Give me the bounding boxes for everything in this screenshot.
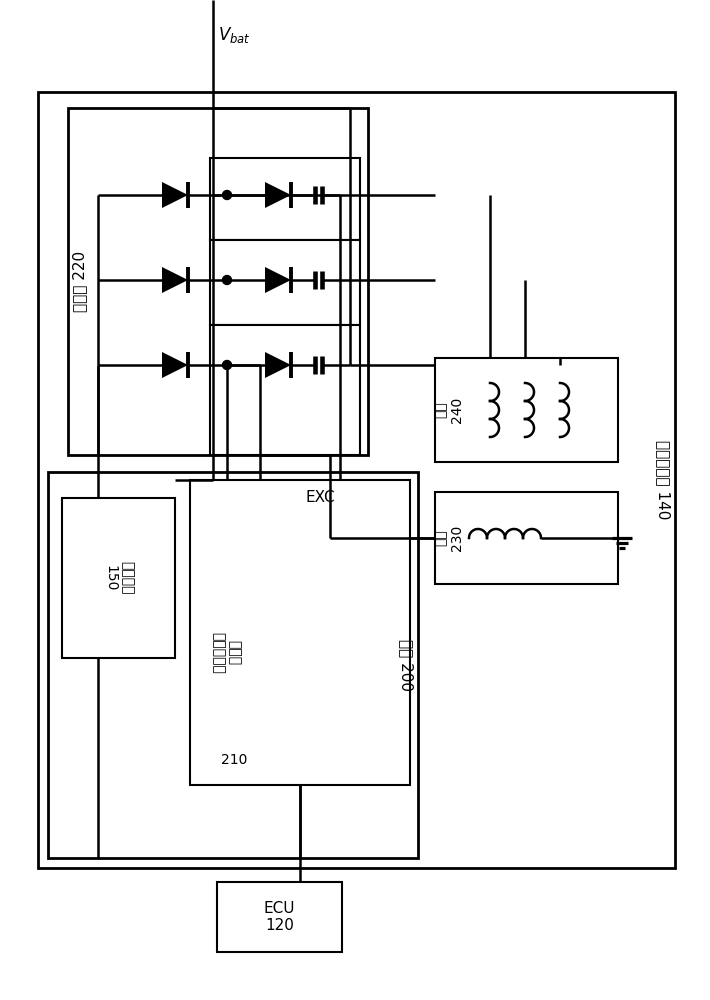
Bar [48,472,418,858]
Bar [190,480,410,785]
Polygon shape [265,352,291,378]
Text: $V_{bat}$: $V_{bat}$ [218,25,251,45]
Polygon shape [265,267,291,293]
Text: 定子
240: 定子 240 [434,397,464,423]
Text: 交流发电机 140: 交流发电机 140 [655,440,670,520]
Bar [435,358,618,462]
Polygon shape [162,267,188,293]
Text: 转子
230: 转子 230 [434,525,464,551]
Bar [217,882,342,952]
Bar [210,158,360,240]
Polygon shape [265,182,291,208]
Circle shape [222,190,231,200]
Text: 刷柄 200: 刷柄 200 [398,639,413,691]
Polygon shape [162,182,188,208]
Text: 安全开关
150: 安全开关 150 [104,561,133,595]
Text: 交流发电机: 交流发电机 [211,632,225,673]
Text: 控制器: 控制器 [227,640,241,665]
Text: 整流器 220: 整流器 220 [72,251,87,312]
Bar [68,108,368,455]
Bar [38,92,675,868]
Bar [210,325,360,455]
Bar [62,498,175,658]
Text: EXC: EXC [305,490,335,506]
Polygon shape [162,352,188,378]
Bar [210,240,360,325]
Circle shape [222,275,231,284]
Text: ECU
120: ECU 120 [263,901,295,933]
Bar [435,492,618,584]
Text: 210: 210 [221,753,247,767]
Circle shape [222,360,231,369]
